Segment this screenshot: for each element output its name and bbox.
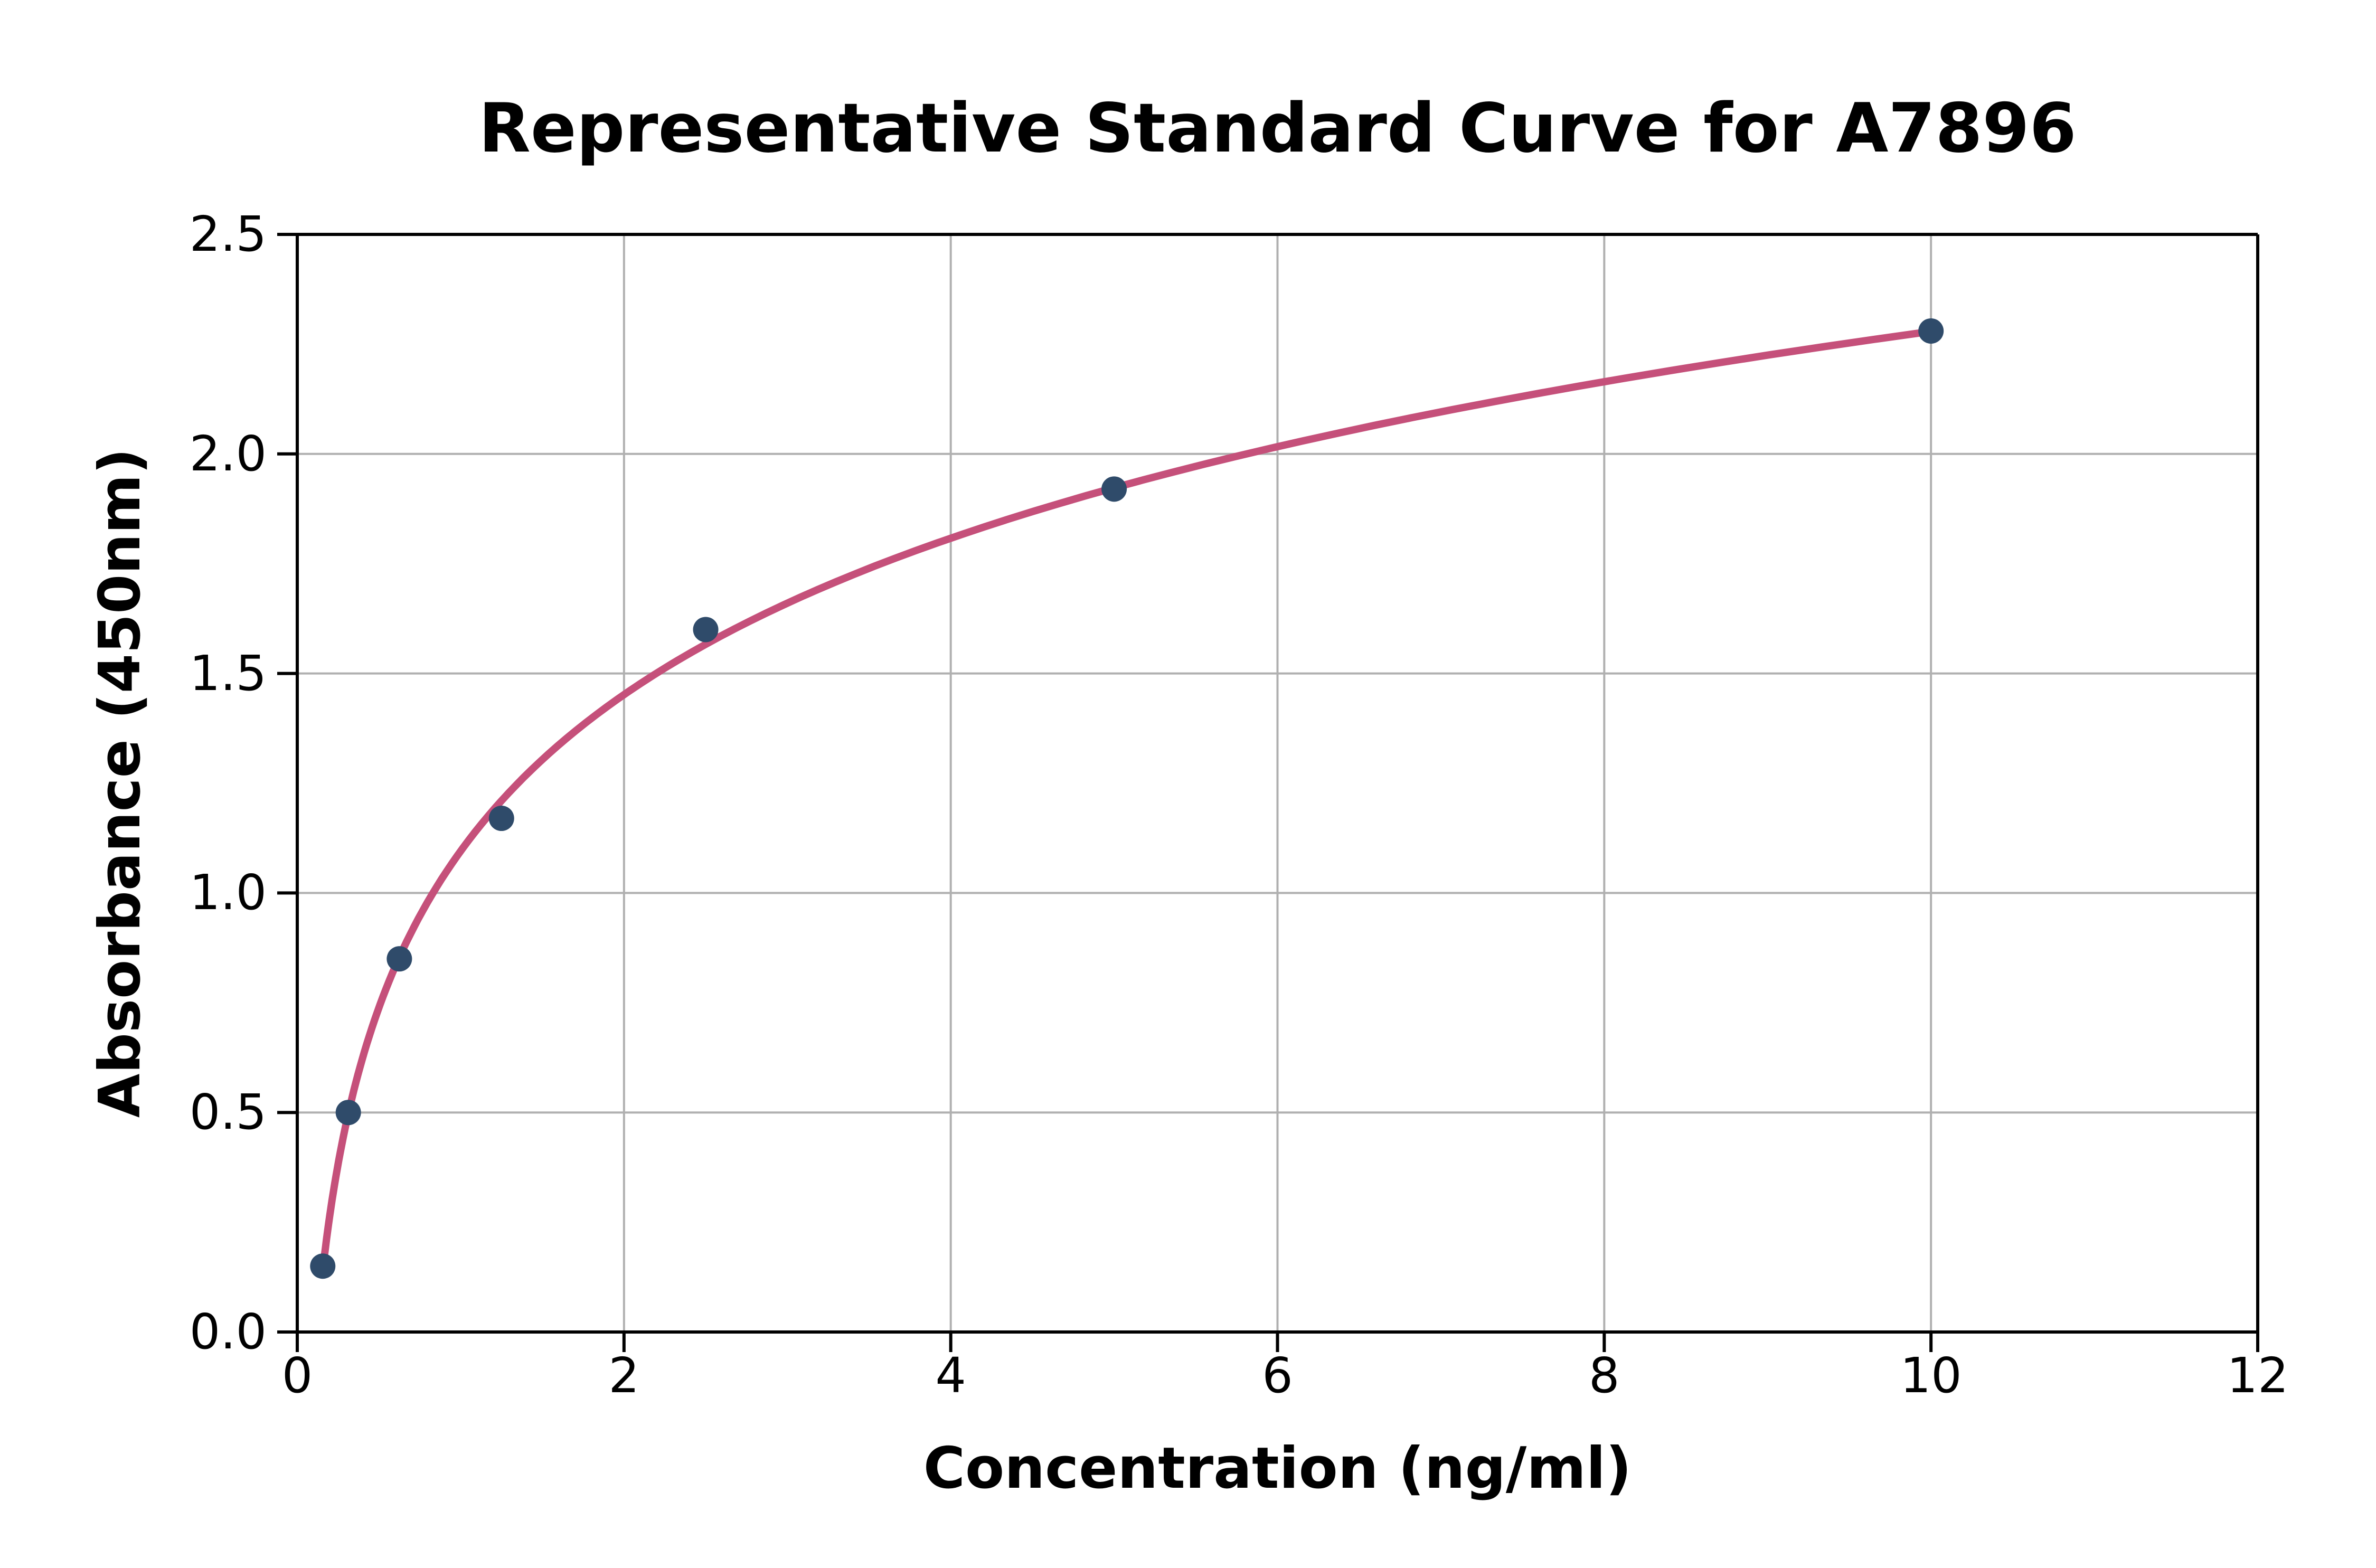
y-tick-label: 2.5	[189, 206, 267, 262]
y-tick-label: 1.0	[189, 864, 267, 921]
x-tick-label: 8	[1589, 1347, 1620, 1404]
data-point	[1101, 476, 1127, 502]
data-point	[310, 1253, 336, 1279]
y-tick-label: 0.0	[189, 1303, 267, 1360]
data-point	[335, 1100, 361, 1126]
y-tick-label: 0.5	[189, 1084, 267, 1141]
fit-curve	[319, 327, 1935, 1274]
data-point	[1918, 318, 1944, 344]
y-tick-label: 1.5	[189, 645, 267, 702]
data-point	[693, 617, 719, 643]
x-tick-label: 12	[2227, 1347, 2289, 1404]
x-tick-label: 6	[1262, 1347, 1293, 1404]
data-point	[488, 806, 514, 832]
x-tick-label: 10	[1900, 1347, 1962, 1404]
x-tick-label: 0	[281, 1347, 313, 1404]
x-tick-label: 2	[608, 1347, 640, 1404]
y-tick-label: 2.0	[189, 425, 267, 482]
y-axis-label: Absorbance (450nm)	[87, 448, 153, 1118]
data-point	[386, 946, 412, 972]
x-tick-label: 4	[935, 1347, 966, 1404]
chart-title: Representative Standard Curve for A7896	[478, 89, 2077, 168]
x-axis-label: Concentration (ng/ml)	[923, 1435, 1632, 1501]
